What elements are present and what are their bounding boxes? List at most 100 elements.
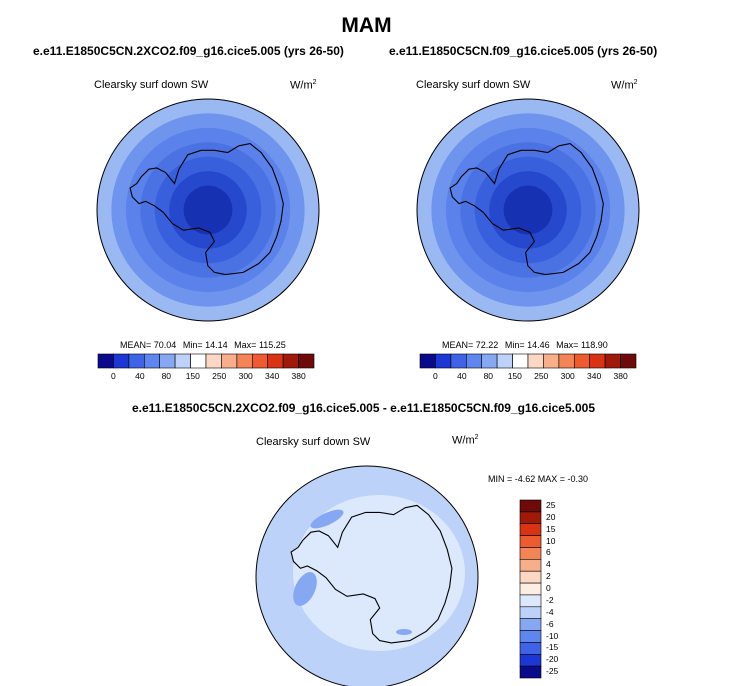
panel2-map-border xyxy=(416,98,640,322)
panel2-case-title: e.e11.E1850C5CN.f09_g16.cice5.005 (yrs 2… xyxy=(389,44,658,58)
panel1-contour-band xyxy=(183,185,233,235)
diff-colorbar-tick-label: 15 xyxy=(546,523,556,534)
panel2-mean-value: 72.22 xyxy=(475,340,499,350)
diff-colorbar-cell xyxy=(519,523,542,536)
panel2-colorbar-cell xyxy=(419,353,436,369)
panel2-colorbar-cell xyxy=(620,353,637,369)
diff-stats: MIN = -4.62 MAX = -0.30 xyxy=(488,474,589,484)
diff-colorbar-cell xyxy=(519,499,542,513)
panel1-mean-value: 70.04 xyxy=(153,340,177,350)
diff-coastline xyxy=(290,504,453,644)
panel2-mean-label: MEAN= xyxy=(442,340,474,350)
panel1-colorbar-cell xyxy=(298,353,315,369)
diff-colorbar-tick-label: 20 xyxy=(546,511,556,522)
diff-colorbar-cell xyxy=(519,594,542,608)
panel1-colorbar-tick-label: 80 xyxy=(161,371,172,381)
diff-colorbar-tick-label: 6 xyxy=(546,547,551,558)
diff-colorbar-cell xyxy=(519,642,542,655)
panel2-colorbar-cell xyxy=(512,353,529,369)
panel1-colorbar-cell xyxy=(190,353,207,369)
diff-units: W/m2 xyxy=(452,434,479,447)
panel1-colorbar-tick-label: 150 xyxy=(185,371,200,381)
panel1-colorbar-cell xyxy=(267,353,284,369)
panel1-colorbar-cell xyxy=(174,353,191,369)
panel1-colorbar-tick-label: 380 xyxy=(291,371,306,381)
panel1-max-label: Max= xyxy=(234,340,257,350)
panel1-coastline xyxy=(129,143,284,276)
diff-colorbar-cell xyxy=(519,511,542,525)
diff-colorbar-tick-label: -15 xyxy=(546,642,559,653)
panel2-colorbar-tick-label: 380 xyxy=(613,371,628,381)
panel1-max-value: 115.25 xyxy=(258,340,286,350)
panel2-max-value: 118.90 xyxy=(580,340,608,350)
panel1-colorbar-cell xyxy=(252,353,269,369)
diff-map-patch xyxy=(293,572,317,606)
panel2-stats: MEAN= 72.22 Min= 14.46 Max= 118.90 xyxy=(442,340,608,350)
diff-colorbar-tick-label: 10 xyxy=(546,535,556,546)
panel2-colorbar-cell xyxy=(527,353,544,369)
panel1-colorbar-cell xyxy=(221,353,238,369)
diff-map-border xyxy=(255,465,479,686)
panel1-colorbar-tick-label: 340 xyxy=(265,371,280,381)
panel2-colorbar-tick-label: 150 xyxy=(507,371,522,381)
page-title: MAM xyxy=(341,14,392,37)
panel2-max-label: Max= xyxy=(556,340,579,350)
panel1-map-border xyxy=(96,98,320,322)
diff-colorbar-tick-label: 4 xyxy=(546,559,551,570)
diff-title: e.e11.E1850C5CN.2XCO2.f09_g16.cice5.005 … xyxy=(132,401,595,415)
panel2-colorbar-tick-label: 300 xyxy=(560,371,575,381)
diff-map-patch xyxy=(396,629,412,635)
panel1-colorbar-cell xyxy=(97,353,114,369)
panel2-colorbar-cell xyxy=(465,353,482,369)
panel1-colorbar-cell xyxy=(128,353,145,369)
panel1-colorbar-tick-label: 250 xyxy=(212,371,227,381)
panel1-colorbar-tick-label: 0 xyxy=(111,371,116,381)
panel1-stats: MEAN= 70.04 Min= 14.14 Max= 115.25 xyxy=(120,340,286,350)
diff-colorbar-cell xyxy=(519,618,542,631)
diff-colorbar-cell xyxy=(519,535,542,548)
diff-colorbar-tick-label: 0 xyxy=(546,583,551,593)
diff-map-group xyxy=(255,465,479,686)
diff-colorbar-cell xyxy=(519,570,542,584)
diff-colorbar-cell xyxy=(519,558,542,572)
panel1-colorbar-cell xyxy=(159,353,176,369)
panel2-variable-label: Clearsky surf down SW xyxy=(416,79,531,91)
panel2-contour-band xyxy=(503,185,553,235)
panel1-colorbar-cell xyxy=(282,353,299,369)
panel1-case-title: e.e11.E1850C5CN.2XCO2.f09_g16.cice5.005 … xyxy=(33,44,344,58)
panel1-units: W/m2 xyxy=(290,79,317,92)
panel2-min-label: Min= xyxy=(504,340,525,350)
diff-colorbar-cell xyxy=(519,665,542,679)
panel1-colorbar-cell xyxy=(144,353,161,369)
diff-colorbar-tick-label: -20 xyxy=(546,654,559,665)
panel1-mean-label: MEAN= xyxy=(120,340,152,350)
diff-map-patch xyxy=(310,509,344,529)
panel1-colorbar-cell xyxy=(236,353,253,369)
panel1-map-group xyxy=(96,98,320,322)
panel2-colorbar-cell xyxy=(589,353,606,369)
diff-colorbar-tick-label: -2 xyxy=(546,594,554,605)
panel2-colorbar-cell xyxy=(543,353,560,369)
panel2-colorbar-tick-label: 80 xyxy=(483,371,494,381)
panel1-colorbar-tick-label: 300 xyxy=(238,371,253,381)
diff-colorbar-cell xyxy=(519,630,542,643)
panel2-colorbar-cell xyxy=(435,353,452,369)
panel2-colorbar-cell xyxy=(604,353,621,369)
diff-colorbar-tick-label: 25 xyxy=(546,499,556,510)
diff-colorbar-cell xyxy=(519,547,542,560)
panel2-units: W/m2 xyxy=(611,79,638,92)
diff-colorbar-cell xyxy=(519,653,542,667)
panel1-colorbar-cell xyxy=(205,353,222,369)
diff-colorbar-cell xyxy=(519,582,542,596)
panel2-colorbar-tick-label: 40 xyxy=(457,371,467,381)
panel1-min-label: Min= xyxy=(182,340,203,350)
panel2-map-group xyxy=(416,98,640,322)
diff-variable-label: Clearsky surf down SW xyxy=(256,436,371,448)
diff-colorbar-tick-label: -25 xyxy=(546,666,559,677)
diff-colorbar-tick-label: -4 xyxy=(546,606,554,617)
panel2-colorbar-cell xyxy=(450,353,467,369)
panel1-min-value: 14.14 xyxy=(205,340,228,350)
panel1-variable-label: Clearsky surf down SW xyxy=(94,79,209,91)
panel2-colorbar-tick-label: 250 xyxy=(534,371,549,381)
panel2-colorbar-tick-label: 340 xyxy=(587,371,602,381)
